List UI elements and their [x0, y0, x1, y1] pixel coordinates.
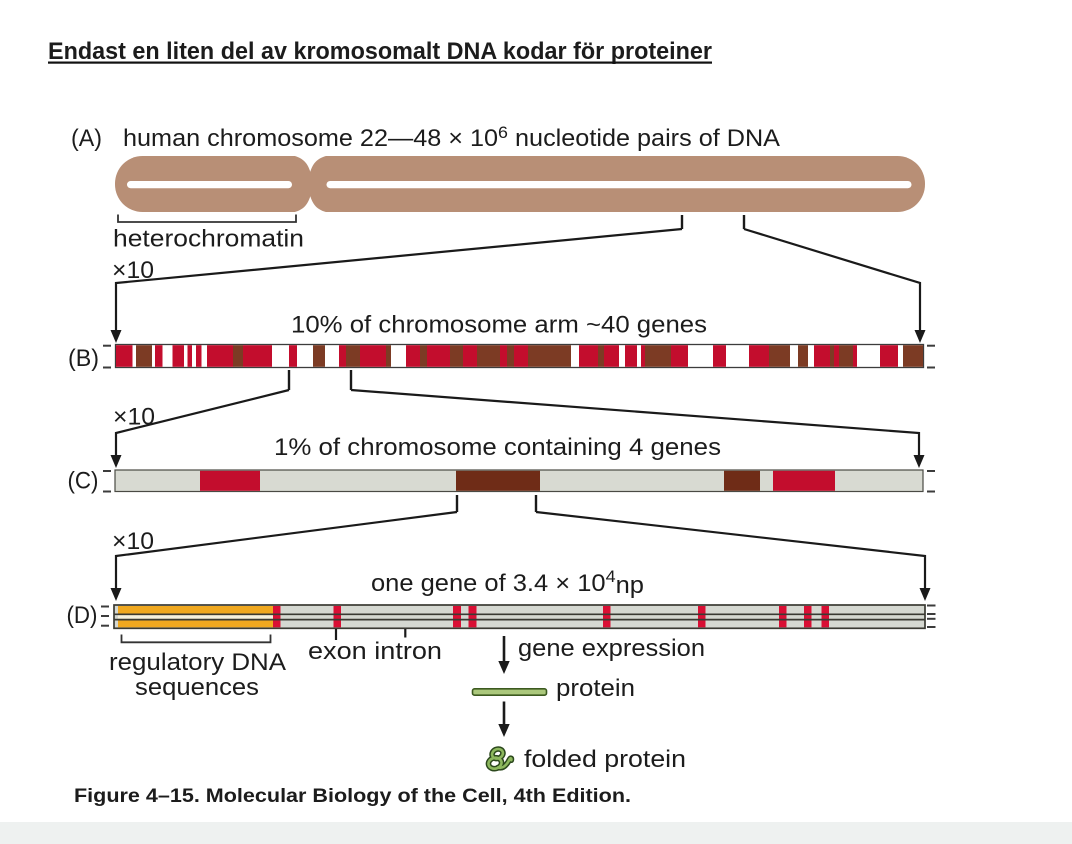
svg-text:(A): (A) — [71, 125, 102, 152]
svg-text:×10: ×10 — [113, 404, 155, 431]
svg-text:gene expression: gene expression — [518, 635, 705, 662]
svg-text:(C): (C) — [68, 468, 99, 495]
svg-text:(B): (B) — [68, 345, 99, 372]
svg-text:sequences: sequences — [135, 674, 259, 701]
svg-text:1% of chromosome containing 4: 1% of chromosome containing 4 genes — [274, 434, 721, 461]
svg-text:×10: ×10 — [112, 257, 154, 284]
svg-text:regulatory DNA: regulatory DNA — [109, 649, 286, 676]
svg-text:human chromosome 22—48 × 106 n: human chromosome 22—48 × 10 6 nucleotide … — [123, 123, 780, 152]
svg-text:(D): (D) — [67, 602, 98, 629]
svg-text:exon intron: exon intron — [308, 638, 442, 665]
svg-text:10% of chromosome arm ~40 gene: 10% of chromosome arm ~40 genes — [291, 312, 707, 339]
svg-text:Endast en liten del av kromoso: Endast en liten del av kromosomalt DNA k… — [48, 38, 712, 65]
svg-text:folded protein: folded protein — [524, 746, 686, 773]
svg-text:heterochromatin: heterochromatin — [113, 226, 304, 253]
svg-text:×10: ×10 — [112, 528, 154, 555]
svg-text:protein: protein — [556, 675, 635, 702]
svg-text:Figure 4–15. Molecular Biology: Figure 4–15. Molecular Biology of the Ce… — [74, 786, 631, 807]
